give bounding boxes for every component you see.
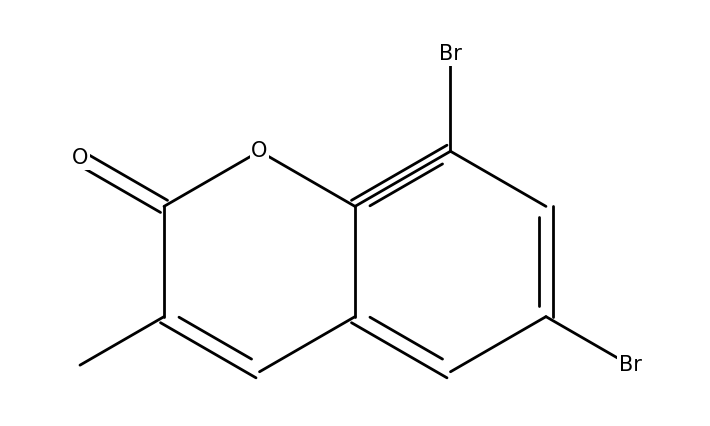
- Text: O: O: [72, 148, 88, 168]
- Text: Br: Br: [439, 44, 462, 64]
- Text: O: O: [251, 141, 268, 161]
- Text: Br: Br: [618, 355, 641, 375]
